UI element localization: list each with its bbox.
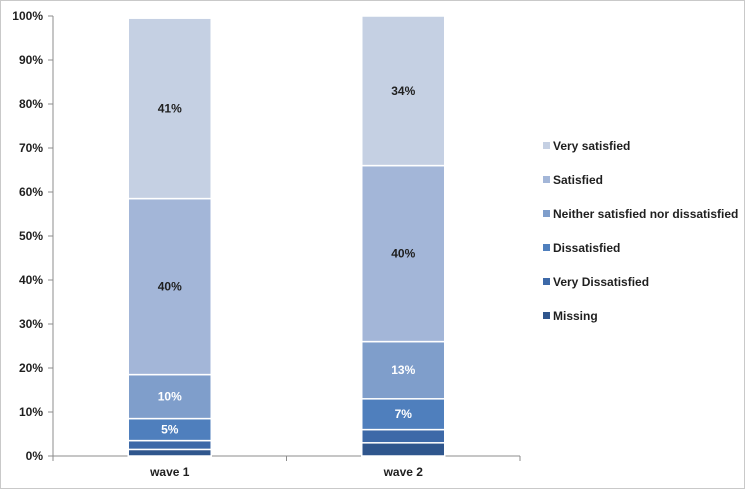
legend-label: Neither satisfied nor dissatisfied (553, 207, 738, 221)
bar-segment (127, 373, 212, 420)
bar-segment (361, 15, 446, 167)
y-tick-label: 20% (19, 361, 43, 375)
legend-label: Missing (553, 309, 598, 323)
data-label: 34% (391, 84, 415, 98)
y-tick-label: 70% (19, 141, 43, 155)
data-label: 40% (391, 247, 415, 261)
bar-segment (361, 442, 446, 457)
data-labels: 5% 10% 40% 41% 7% 13% 40% 34% (158, 84, 416, 437)
legend: Very satisfied Satisfied Neither satisfied… (543, 139, 738, 323)
legend-swatch (543, 142, 550, 149)
data-label: 41% (158, 101, 182, 115)
legend-swatch (543, 278, 550, 285)
y-tick-label: 30% (19, 317, 43, 331)
y-tick-label: 90% (19, 53, 43, 67)
data-label: 10% (158, 390, 182, 404)
axes: 0% 10% 20% 30% 40% 50% 60% 70% 80% 90% 100% wave 1 w… (12, 9, 521, 479)
y-tick-label: 10% (19, 405, 43, 419)
data-label: 7% (395, 407, 413, 421)
data-label: 40% (158, 280, 182, 294)
legend-swatch (543, 176, 550, 183)
legend-label: Satisfied (553, 173, 603, 187)
x-category-label: wave 1 (149, 465, 190, 479)
legend-label: Dissatisfied (553, 241, 620, 255)
bar-segment (361, 398, 446, 431)
x-category-label: wave 2 (383, 465, 424, 479)
y-tick-label: 50% (19, 229, 43, 243)
bar-segment (361, 428, 446, 444)
legend-label: Very Dissatisfied (553, 275, 649, 289)
y-tick-label: 0% (26, 449, 44, 463)
y-tick-label: 80% (19, 97, 43, 111)
bar-segment (127, 197, 212, 376)
y-tick-label: 40% (19, 273, 43, 287)
legend-label: Very satisfied (553, 139, 630, 153)
legend-swatch (543, 312, 550, 319)
bar-segment (361, 164, 446, 343)
bar-segment (127, 17, 212, 200)
data-label: 13% (391, 363, 415, 377)
y-tick-label: 100% (12, 9, 43, 23)
data-label: 5% (161, 423, 179, 437)
bars (127, 15, 446, 457)
legend-swatch (543, 244, 550, 251)
y-tick-label: 60% (19, 185, 43, 199)
legend-swatch (543, 210, 550, 217)
bar-segment (127, 439, 212, 451)
bar-segment (127, 448, 212, 457)
